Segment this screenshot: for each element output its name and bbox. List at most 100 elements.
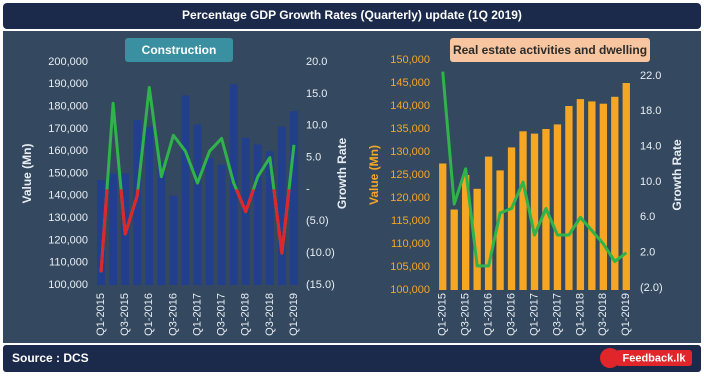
bar: [622, 83, 630, 290]
y-tick-label: 130,000: [390, 146, 430, 158]
bar: [278, 126, 286, 285]
y-tick-label: 150,000: [48, 167, 88, 179]
y-tick-label: 100,000: [390, 284, 430, 296]
y2-tick-label: 10.0: [640, 176, 661, 188]
growth-line-negative: [99, 189, 291, 273]
bar: [484, 156, 493, 290]
bar: [473, 188, 481, 290]
x-tick-label: Q1-2015: [437, 293, 449, 336]
y2-axis-title: Growth Rate: [335, 138, 349, 210]
y-tick-label: 145,000: [390, 77, 430, 89]
x-tick-label: Q1-2016: [143, 293, 155, 336]
y-tick-label: 100,000: [48, 279, 88, 291]
bar: [290, 111, 298, 285]
bar: [450, 209, 458, 290]
bar: [439, 163, 447, 290]
y-tick-label: 110,000: [49, 257, 88, 269]
y2-tick-label: 5.0: [306, 151, 321, 163]
chart-title-box: [125, 38, 233, 62]
x-tick-label: Q1-2017: [191, 293, 203, 336]
y-tick-label: 180,000: [48, 101, 88, 113]
bar: [145, 126, 154, 285]
source: Source : DCS: [12, 351, 89, 365]
bar: [588, 101, 596, 291]
y-tick-label: 115,000: [391, 215, 430, 227]
y-tick-label: 125,000: [390, 169, 430, 181]
y2-tick-label: 2.0: [640, 247, 655, 259]
y-tick-label: 120,000: [48, 234, 88, 246]
x-tick-label: Q1-2017: [528, 293, 540, 336]
y2-tick-label: 14.0: [640, 141, 661, 153]
footer-bar: [3, 345, 701, 372]
x-tick-label: Q3-2018: [597, 293, 609, 336]
bar: [530, 133, 539, 290]
y-tick-label: 190,000: [48, 78, 88, 90]
growth-line: [441, 71, 628, 268]
x-tick-label: Q1-2018: [574, 293, 586, 336]
bar: [565, 106, 573, 290]
bar: [157, 162, 166, 285]
y-tick-label: 130,000: [48, 212, 88, 224]
y-tick-label: 105,000: [390, 261, 430, 273]
y2-tick-label: (10.0): [306, 247, 335, 259]
y-axis-title: Value (Mn): [20, 143, 34, 203]
bar: [576, 99, 585, 290]
bar: [519, 131, 527, 290]
x-tick-label: Q1-2016: [483, 293, 495, 336]
x-tick-label: Q3-2016: [167, 293, 179, 336]
y2-tick-label: (15.0): [306, 279, 335, 291]
y-tick-label: 140,000: [48, 190, 88, 202]
bar: [265, 151, 274, 285]
bar: [462, 175, 470, 290]
chart-title: Construction: [142, 43, 217, 57]
bar: [169, 195, 178, 285]
y2-tick-label: 6.0: [640, 211, 655, 223]
x-tick-label: Q1-2019: [288, 293, 300, 336]
x-tick-label: Q3-2017: [551, 293, 563, 336]
y-tick-label: 135,000: [390, 123, 430, 135]
y-tick-label: 140,000: [390, 100, 430, 112]
x-tick-label: Q3-2015: [460, 293, 472, 336]
y-axis-title: Value (Mn): [367, 145, 381, 205]
bar: [507, 147, 516, 290]
chart-title: Real estate activities and dwelling: [453, 43, 647, 57]
x-tick-label: Q1-2019: [620, 293, 632, 336]
y-tick-label: 150,000: [390, 54, 430, 66]
y-tick-label: 170,000: [48, 123, 88, 135]
bar: [553, 124, 562, 291]
logo-text: Feedback.lk: [623, 352, 687, 364]
bar: [193, 124, 202, 285]
bar: [181, 95, 190, 285]
y2-tick-label: 10.0: [306, 120, 327, 132]
bar: [611, 96, 619, 290]
x-tick-label: Q3-2017: [216, 293, 228, 336]
bar: [253, 144, 262, 285]
bar: [205, 157, 214, 285]
chart-title-box: [450, 38, 650, 62]
y2-tick-label: 22.0: [640, 70, 661, 82]
x-tick-label: Q1-2015: [95, 293, 107, 336]
x-tick-label: Q3-2015: [119, 293, 131, 336]
logo-icon: [600, 348, 620, 368]
bar: [599, 103, 607, 290]
bar: [109, 173, 117, 285]
bar: [496, 170, 504, 290]
y2-tick-label: 20.0: [306, 56, 327, 68]
bar: [133, 119, 142, 285]
x-tick-label: Q1-2018: [240, 293, 252, 336]
logo-box: [616, 350, 692, 366]
x-tick-label: Q3-2016: [505, 293, 517, 336]
bar: [217, 164, 226, 285]
y2-axis-title: Growth Rate: [670, 139, 684, 211]
y-tick-label: 200,000: [48, 56, 88, 68]
y2-tick-label: -: [306, 183, 310, 195]
y2-tick-label: (2.0): [640, 282, 663, 294]
bar: [97, 180, 105, 285]
y2-tick-label: 18.0: [640, 105, 661, 117]
y-tick-label: 160,000: [48, 145, 88, 157]
y2-tick-label: (5.0): [306, 215, 329, 227]
y2-tick-label: 15.0: [306, 88, 327, 100]
header-bar: [3, 3, 701, 29]
header-title: Percentage GDP Growth Rates (Quarterly) …: [182, 8, 522, 22]
